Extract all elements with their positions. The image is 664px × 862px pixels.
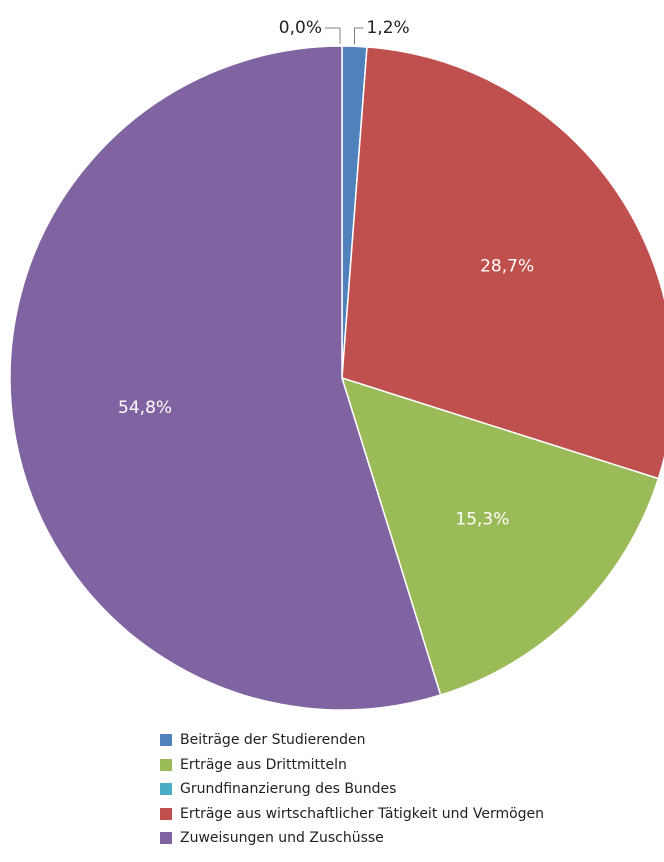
slice-value-label: 0,0% xyxy=(279,18,322,38)
legend-label: Erträge aus Drittmitteln xyxy=(180,756,347,773)
legend-label: Zuweisungen und Zuschüsse xyxy=(180,830,384,847)
legend-item: Erträge aus Drittmitteln xyxy=(160,753,544,778)
slice-value-label: 15,3% xyxy=(455,509,509,529)
pie-slice xyxy=(340,376,660,696)
legend-swatch xyxy=(160,734,172,747)
legend-label: Beiträge der Studierenden xyxy=(180,732,366,749)
slice-value-label: 54,8% xyxy=(118,398,172,418)
leader-line xyxy=(325,27,341,44)
slice-value-label: 1,2% xyxy=(367,18,410,38)
legend-item: Zuweisungen und Zuschüsse xyxy=(160,826,544,851)
pie-slice xyxy=(341,46,664,480)
pie-slice xyxy=(9,45,442,711)
legend-swatch xyxy=(160,807,172,820)
slice-value-label: 28,7% xyxy=(480,257,534,277)
legend-swatch xyxy=(160,758,172,771)
legend-label: Erträge aus wirtschaftlicher Tätigkeit u… xyxy=(180,805,545,822)
legend: Beiträge der Studierenden Erträge aus Dr… xyxy=(160,728,544,851)
legend-item: Erträge aus wirtschaftlicher Tätigkeit u… xyxy=(160,802,544,827)
legend-swatch xyxy=(160,783,172,796)
leader-line xyxy=(354,27,364,45)
legend-swatch xyxy=(160,832,172,845)
legend-item: Beiträge der Studierenden xyxy=(160,728,544,753)
legend-label: Grundfinanzierung des Bundes xyxy=(180,781,397,798)
legend-item: Grundfinanzierung des Bundes xyxy=(160,777,544,802)
pie-chart: 1,2% 28,7% 15,3% 54,8% 0,0% xyxy=(9,18,664,711)
